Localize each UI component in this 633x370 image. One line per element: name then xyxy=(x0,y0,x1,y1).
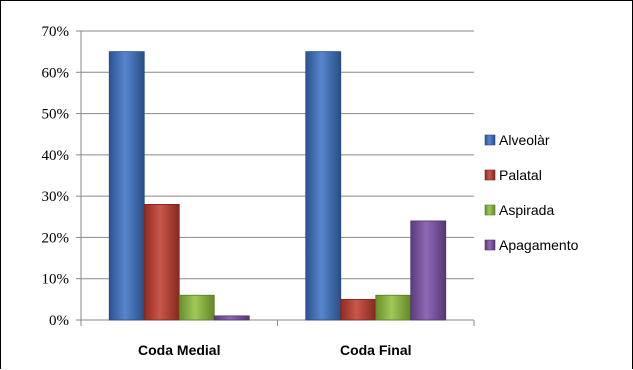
legend-swatch xyxy=(484,134,496,146)
legend-label: Palatal xyxy=(499,167,542,183)
y-tick-label: 30% xyxy=(42,189,70,205)
x-category-label: Coda Medial xyxy=(138,342,220,358)
x-category-label: Coda Final xyxy=(340,342,412,358)
bar-aspirada-1 xyxy=(375,294,412,321)
y-tick-label: 10% xyxy=(42,272,70,288)
legend-swatch xyxy=(484,239,496,251)
legend-label: Alveolàr xyxy=(499,132,550,148)
bar-alveolàr-0 xyxy=(108,51,145,321)
legend-label: Aspirada xyxy=(499,202,554,218)
legend-label: Apagamento xyxy=(499,237,579,253)
bar-apagamento-0 xyxy=(213,315,250,321)
y-tick-label: 70% xyxy=(42,24,70,40)
bar-aspirada-0 xyxy=(178,294,215,321)
legend-swatch xyxy=(484,169,496,181)
y-tick-label: 60% xyxy=(42,65,70,81)
bar-apagamento-1 xyxy=(410,220,447,321)
bar-palatal-0 xyxy=(143,203,180,321)
y-tick-label: 50% xyxy=(42,107,70,123)
legend-swatch xyxy=(484,204,496,216)
bar-alveolàr-1 xyxy=(305,51,342,321)
bar-palatal-1 xyxy=(340,298,377,321)
y-tick-label: 0% xyxy=(49,313,69,329)
y-tick-label: 40% xyxy=(42,148,70,164)
y-tick-label: 20% xyxy=(42,230,70,246)
